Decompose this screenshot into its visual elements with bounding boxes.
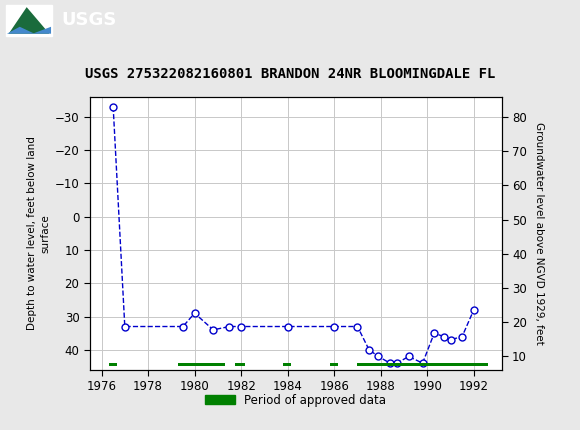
Legend: Period of approved data: Period of approved data [201,389,391,412]
Bar [329,363,338,366]
Bar [283,363,291,366]
FancyBboxPatch shape [6,5,52,36]
Text: USGS: USGS [61,12,116,29]
Y-axis label: Groundwater level above NGVD 1929, feet: Groundwater level above NGVD 1929, feet [534,122,544,345]
Polygon shape [7,27,51,34]
Bar [235,363,245,366]
Bar [357,363,488,366]
Bar [108,363,117,366]
Bar [178,363,225,366]
Text: USGS 275322082160801 BRANDON 24NR BLOOMINGDALE FL: USGS 275322082160801 BRANDON 24NR BLOOMI… [85,67,495,81]
Polygon shape [9,7,49,34]
Y-axis label: Depth to water level, feet below land
surface: Depth to water level, feet below land su… [27,136,50,330]
